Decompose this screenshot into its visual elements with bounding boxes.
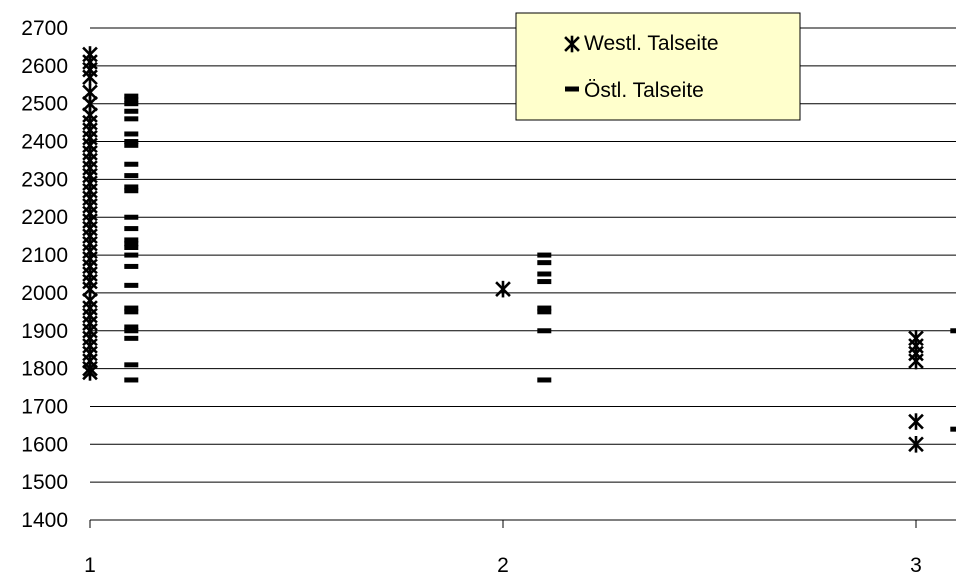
y-tick-label: 1700 [21,395,68,418]
point-oestl [124,252,139,258]
point-oestl [124,161,139,167]
point-oestl [124,282,139,288]
legend-box [515,12,801,121]
y-tick-label: 2100 [21,244,68,267]
y-tick-label: 2400 [21,131,68,154]
y-tick-label: 2200 [21,206,68,229]
x-axis-ticks: 1 2 3 [84,520,922,574]
point-oestl [124,245,139,251]
data-points [82,46,956,453]
y-tick-label: 2500 [21,93,68,116]
legend-label: Östl. Talseite [584,79,704,102]
point-oestl [124,93,139,99]
point-oestl [124,116,139,122]
point-westl [495,280,511,298]
point-oestl [537,260,552,266]
point-oestl [537,279,552,285]
y-tick-label: 2000 [21,282,68,305]
y-tick-label: 2300 [21,168,68,191]
point-oestl [124,362,139,368]
point-oestl [124,142,139,148]
point-oestl [124,139,139,145]
point-westl [82,84,98,101]
point-oestl [124,173,139,179]
y-tick-label: 1800 [21,358,68,381]
x-tick-label: 1 [84,554,96,574]
point-oestl [124,97,139,103]
point-oestl [124,324,139,330]
point-westl [908,352,924,370]
point-oestl [537,377,552,383]
point-oestl [124,335,139,341]
point-oestl [537,328,552,334]
point-oestl [124,263,139,269]
point-oestl [124,131,139,137]
y-tick-label: 1500 [21,471,68,494]
y-tick-label: 2700 [21,17,68,40]
legend-marker-oestl [565,86,579,92]
point-westl [908,436,924,453]
point-westl [82,46,98,63]
y-tick-label: 1600 [21,433,68,456]
point-oestl [537,271,552,277]
point-westl [908,413,924,430]
legend: Westl. Talseite Östl. Talseite [515,12,801,121]
y-tick-label: 1900 [21,320,68,343]
point-oestl [124,237,139,243]
point-oestl [537,309,552,315]
point-oestl [124,184,139,190]
point-oestl [124,309,139,315]
x-tick-label: 3 [910,554,922,574]
y-axis-ticks: 1400 1500 1600 1700 1800 1900 2000 2100 2200 2300… [21,17,68,532]
point-oestl [124,214,139,220]
legend-label: Westl. Talseite [584,32,719,55]
point-oestl [537,252,552,258]
point-oestl [950,426,956,432]
point-oestl [950,328,956,334]
point-oestl [124,377,139,383]
point-oestl [124,226,139,232]
point-oestl [124,241,139,247]
legend-marker-westl [564,35,580,53]
point-oestl [124,328,139,334]
y-tick-label: 1400 [21,509,68,532]
y-tick-label: 2600 [21,55,68,78]
point-oestl [124,101,139,107]
point-oestl [124,305,139,311]
point-oestl [124,188,139,194]
point-oestl [124,108,139,114]
point-oestl [537,305,552,311]
x-tick-label: 2 [497,554,509,574]
